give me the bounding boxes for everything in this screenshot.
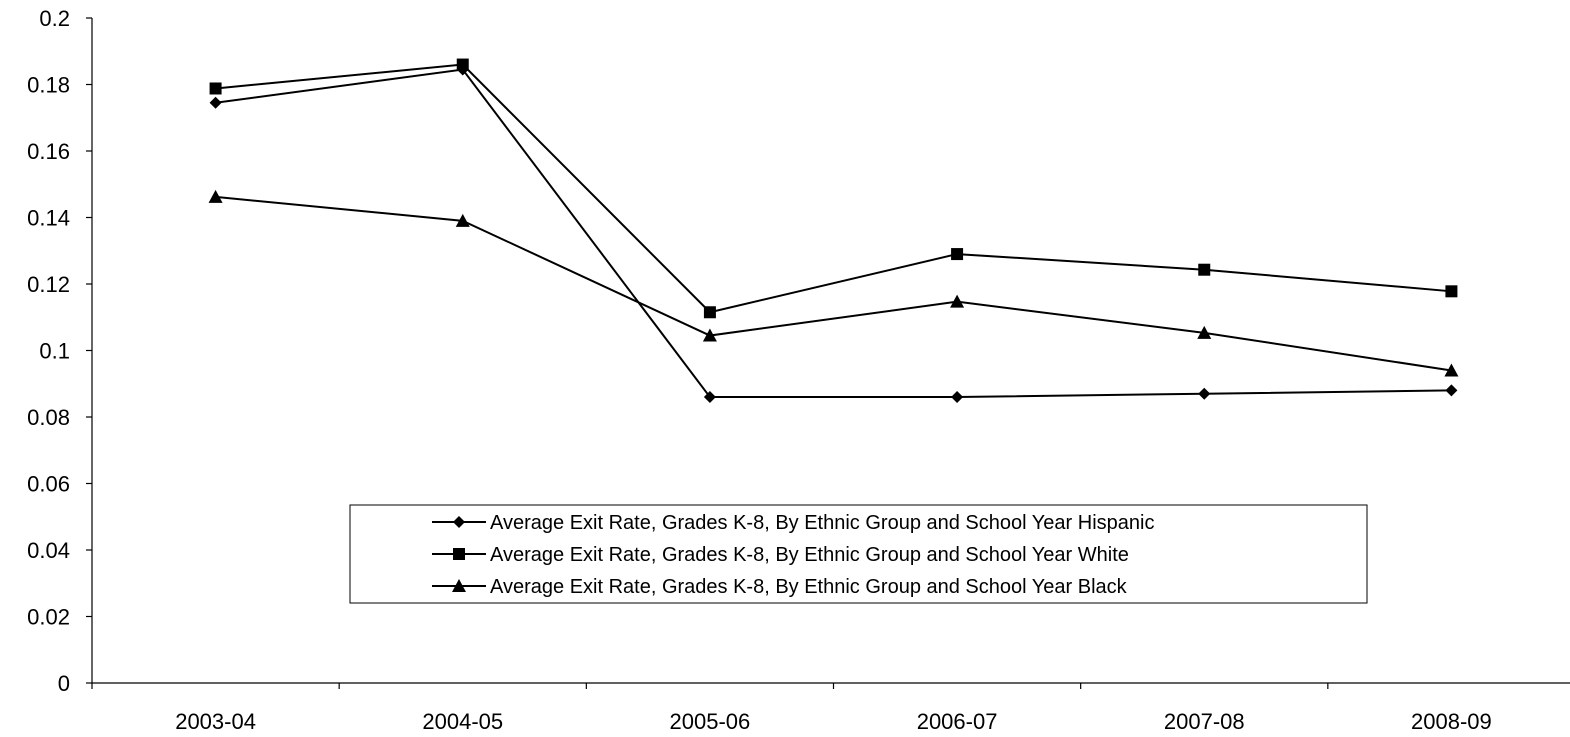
series-triangle xyxy=(208,189,1459,377)
series-diamond xyxy=(209,63,1458,404)
legend-label: Average Exit Rate, Grades K-8, By Ethnic… xyxy=(490,544,1129,566)
series-square xyxy=(209,58,1458,319)
x-ticks: 2003-04 2004-05 2005-06 2006-07 2007-08 2008-… xyxy=(91,683,1492,734)
x-tick-label: 2006-07 xyxy=(917,709,998,734)
y-ticks: 0 0.02 0.04 0.06 0.08 0.1 0.12 0.14 0.16 0.18 0.2 xyxy=(27,6,92,696)
data-point xyxy=(456,58,469,71)
legend-item: Average Exit Rate, Grades K-8, By Ethnic… xyxy=(432,512,1154,534)
series-line xyxy=(215,63,1452,314)
series-layer xyxy=(208,58,1459,404)
x-tick-label: 2008-09 xyxy=(1411,709,1492,734)
legend-swatch-marker xyxy=(452,579,466,592)
legend-label: Average Exit Rate, Grades K-8, By Ethnic… xyxy=(490,576,1128,598)
legend-items: Average Exit Rate, Grades K-8, By Ethnic… xyxy=(432,512,1154,598)
y-tick-label: 0.2 xyxy=(39,6,70,31)
legend-box xyxy=(349,504,1368,604)
data-point xyxy=(951,248,964,261)
data-point xyxy=(703,391,716,404)
data-point xyxy=(1197,325,1212,339)
data-point xyxy=(209,82,222,95)
data-point xyxy=(209,96,222,109)
y-tick-label: 0.1 xyxy=(39,339,70,364)
y-tick-label: 0.16 xyxy=(27,139,70,164)
data-point xyxy=(208,189,223,203)
x-tick-label: 2007-08 xyxy=(1164,709,1245,734)
legend-swatch-marker xyxy=(453,548,465,560)
legend-label: Average Exit Rate, Grades K-8, By Ethnic… xyxy=(490,512,1154,534)
data-point xyxy=(1198,387,1211,400)
data-point xyxy=(950,294,965,308)
y-tick-label: 0.14 xyxy=(27,206,70,231)
x-tick-label: 2005-06 xyxy=(670,709,751,734)
y-tick-label: 0.06 xyxy=(27,472,70,497)
x-tick-label: 2003-04 xyxy=(175,709,256,734)
data-point xyxy=(1445,384,1458,397)
y-tick-label: 0 xyxy=(58,671,70,696)
data-point xyxy=(702,328,717,342)
y-tick-label: 0.12 xyxy=(27,272,70,297)
legend-item: Average Exit Rate, Grades K-8, By Ethnic… xyxy=(432,576,1128,598)
series-line xyxy=(215,68,1452,399)
y-tick-label: 0.02 xyxy=(27,605,70,630)
legend-swatch-marker xyxy=(453,516,465,528)
data-point xyxy=(951,391,964,404)
data-point xyxy=(1198,263,1211,276)
x-tick-label: 2004-05 xyxy=(422,709,503,734)
data-point xyxy=(455,213,470,227)
legend: Average Exit Rate, Grades K-8, By Ethnic… xyxy=(349,504,1368,604)
series-line xyxy=(215,195,1452,372)
legend-item: Average Exit Rate, Grades K-8, By Ethnic… xyxy=(432,544,1129,566)
y-tick-label: 0.08 xyxy=(27,405,70,430)
y-tick-label: 0.18 xyxy=(27,73,70,98)
data-point xyxy=(703,306,716,319)
data-point xyxy=(1444,363,1459,377)
data-point xyxy=(1445,285,1458,298)
y-tick-label: 0.04 xyxy=(27,538,70,563)
